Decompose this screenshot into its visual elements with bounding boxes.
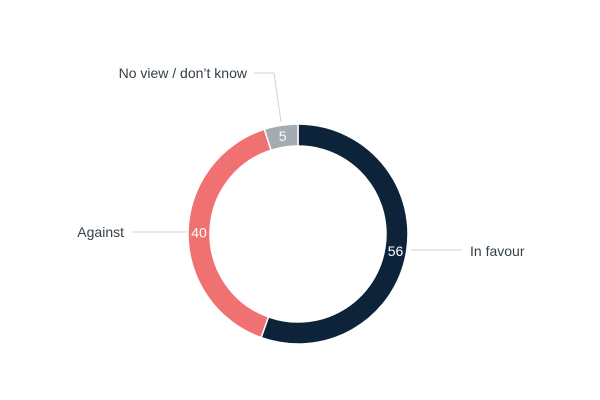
leader-line-no-view: [254, 72, 282, 123]
slice-label-no-view: No view / don’t know: [119, 65, 248, 81]
slice-label-against: Against: [77, 224, 124, 240]
slice-no-view: [263, 123, 299, 152]
slice-in-favour: [260, 123, 409, 345]
slice-value-no-view: 5: [279, 128, 287, 144]
slice-label-in-favour: In favour: [470, 243, 525, 259]
slice-value-against: 40: [191, 224, 207, 240]
slice-value-in-favour: 56: [388, 243, 404, 259]
